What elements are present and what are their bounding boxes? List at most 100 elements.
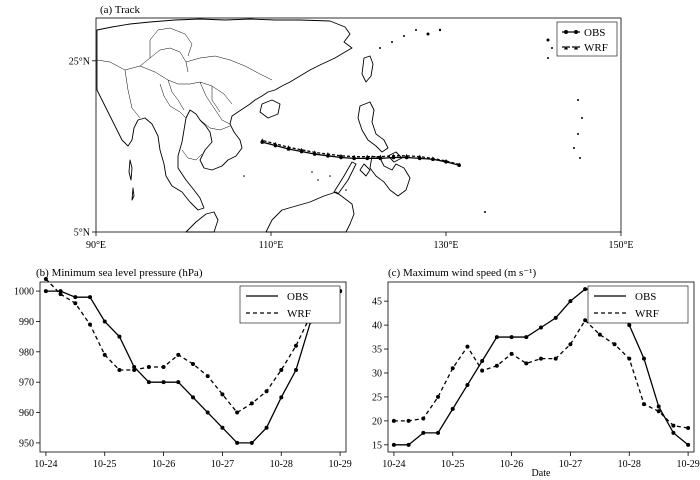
panel-b-legend: OBS WRF xyxy=(239,285,341,324)
data-point-obs xyxy=(568,299,573,304)
data-point-obs xyxy=(132,365,137,369)
y-tick-label: 950 xyxy=(19,438,34,449)
panel-a-title: (a) Track xyxy=(100,4,141,16)
panel-c-xlabel: Date xyxy=(532,468,551,479)
data-point-obs xyxy=(88,295,93,300)
data-point-obs xyxy=(524,335,529,340)
data-point-wrf xyxy=(494,363,499,368)
legend-obs-label: OBS xyxy=(584,27,605,39)
x-tick-label: 10-28 xyxy=(270,459,293,470)
track-point-wrf xyxy=(273,141,278,146)
legend-obs-label: OBS xyxy=(635,291,656,303)
map-y-tick-label: 5°N xyxy=(74,228,90,239)
borneo-island xyxy=(265,191,355,233)
data-point-obs xyxy=(641,356,646,361)
x-tick-label: 10-27 xyxy=(559,459,582,470)
map-x-tick-label: 90°E xyxy=(86,240,106,251)
track-line-obs xyxy=(262,141,460,166)
data-point-wrf xyxy=(264,389,269,394)
legend-wrf-label: WRF xyxy=(635,308,659,320)
legend-obs-label: OBS xyxy=(287,291,308,303)
panel-b-content: 950 960 970 980 990 1000 10-24 10-25 10-26 10-27 1… xyxy=(14,276,352,470)
panel-a-track-map: (a) Track 90°E 110°E 130° xyxy=(69,4,634,251)
data-point-obs xyxy=(583,287,588,292)
luzon-island xyxy=(357,101,389,153)
data-point-wrf xyxy=(480,368,485,373)
panel-c-wind-chart: (c) Maximum wind speed (m s⁻¹) 15 20 25 30 3… xyxy=(372,267,700,479)
data-point-obs xyxy=(406,442,411,447)
data-point-obs xyxy=(539,325,543,330)
data-point-wrf xyxy=(58,292,63,297)
data-point-wrf xyxy=(612,342,617,347)
data-point-obs xyxy=(249,440,254,445)
legend-wrf-label: WRF xyxy=(287,308,311,320)
data-point-wrf xyxy=(146,365,151,369)
panel-b-frame xyxy=(39,281,347,453)
y-tick-label: 980 xyxy=(19,347,34,358)
data-point-obs xyxy=(279,395,284,400)
x-tick-label: 10-28 xyxy=(618,459,641,470)
data-point-wrf xyxy=(132,368,137,373)
data-point-obs xyxy=(117,334,122,339)
track-point-wrf xyxy=(430,156,435,161)
track-point-wrf xyxy=(339,153,343,158)
y-tick-label: 40 xyxy=(372,321,382,332)
data-point-wrf xyxy=(161,365,166,369)
data-point-wrf xyxy=(450,366,455,371)
track-point-wrf xyxy=(325,152,330,156)
data-point-wrf xyxy=(421,416,426,421)
data-point-wrf xyxy=(43,276,48,281)
y-tick-label: 960 xyxy=(19,408,34,419)
panel-c-frame xyxy=(387,281,695,453)
track-line-wrf xyxy=(262,139,460,166)
sumatra-coast xyxy=(185,211,219,233)
data-point-obs xyxy=(205,410,210,415)
data-point-obs xyxy=(436,430,441,435)
data-point-wrf xyxy=(73,301,78,306)
data-point-obs xyxy=(480,359,485,364)
map-y-tick-label: 25°N xyxy=(69,56,90,67)
track-point-wrf xyxy=(312,150,317,155)
x-tick-label: 10-25 xyxy=(441,459,464,470)
coastline-asia xyxy=(96,18,353,211)
data-point-wrf xyxy=(205,374,210,379)
data-point-wrf xyxy=(249,401,254,406)
map-x-tick-label: 130°E xyxy=(433,240,458,251)
panel-c-content: 15 20 25 30 35 40 45 10-24 10-25 10-26 10-27 10-28 1… xyxy=(372,287,700,470)
data-point-wrf xyxy=(279,368,284,373)
country-borders xyxy=(96,27,273,161)
data-point-wrf xyxy=(671,423,676,428)
data-point-wrf xyxy=(235,410,240,415)
track-point-wrf xyxy=(457,162,462,167)
x-tick-label: 10-25 xyxy=(93,459,116,470)
data-point-wrf xyxy=(436,394,441,399)
x-tick-label: 10-29 xyxy=(676,459,699,470)
andaman-islands xyxy=(128,159,135,201)
map-frame xyxy=(95,17,622,233)
legend-wrf-label: WRF xyxy=(584,42,608,54)
data-point-obs xyxy=(627,323,632,328)
track-point-wrf xyxy=(391,153,396,158)
y-tick-label: 45 xyxy=(372,297,382,308)
x-tick-label: 10-26 xyxy=(152,459,175,470)
map-axis-ticks: 90°E 110°E 130°E 150°E 5°N 25°N xyxy=(69,56,634,251)
data-point-obs xyxy=(509,335,514,340)
map-x-tick-label: 150°E xyxy=(608,240,633,251)
x-tick-label: 10-26 xyxy=(500,459,523,470)
data-point-obs xyxy=(161,380,166,385)
data-point-wrf xyxy=(391,418,396,423)
data-point-wrf xyxy=(191,361,195,366)
panel-c-legend: OBS WRF xyxy=(587,285,689,324)
data-point-obs xyxy=(176,380,181,385)
data-point-obs xyxy=(671,430,676,435)
x-tick-label: 10-24 xyxy=(382,459,405,470)
data-point-obs xyxy=(465,382,470,387)
y-tick-label: 20 xyxy=(372,416,382,427)
hainan-island xyxy=(259,99,281,119)
data-point-obs xyxy=(102,319,107,324)
data-point-obs xyxy=(191,395,195,400)
data-point-wrf xyxy=(568,342,573,347)
data-point-obs xyxy=(58,289,63,294)
y-tick-label: 25 xyxy=(372,392,382,403)
data-point-wrf xyxy=(656,409,661,414)
